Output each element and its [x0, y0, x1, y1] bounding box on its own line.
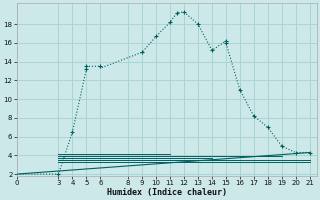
X-axis label: Humidex (Indice chaleur): Humidex (Indice chaleur) — [107, 188, 227, 197]
